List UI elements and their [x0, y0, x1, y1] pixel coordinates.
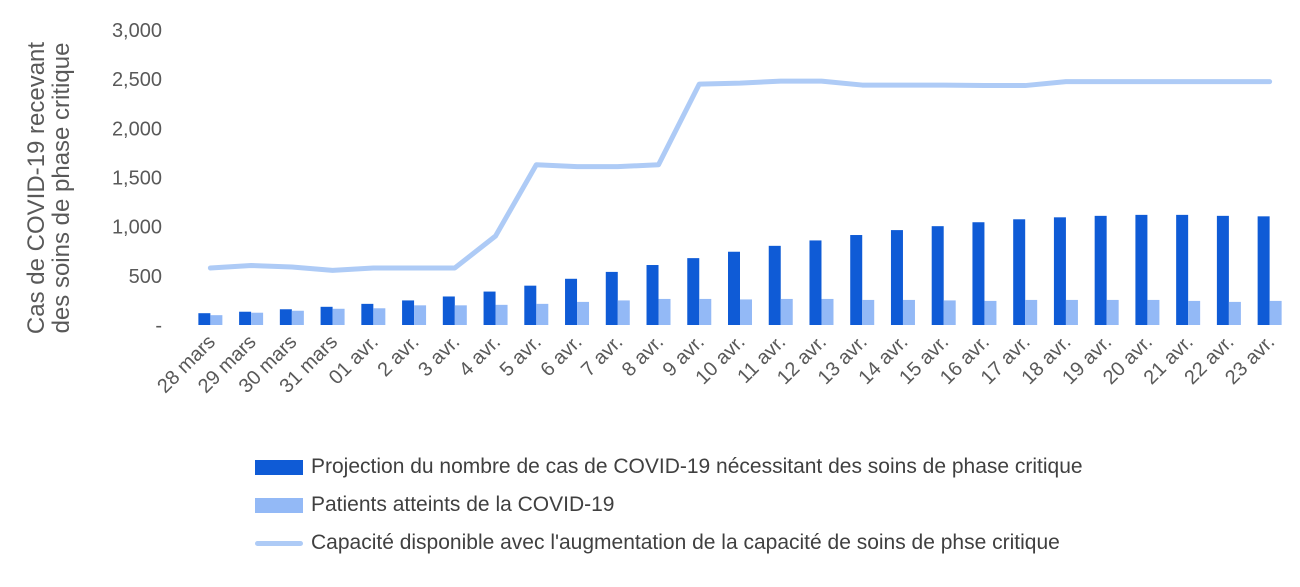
bar-projection	[361, 303, 374, 325]
bar-patients	[1188, 300, 1201, 325]
y-tick-label: 1,000	[112, 217, 162, 239]
bar-projection	[1135, 214, 1148, 325]
bar-patients	[373, 308, 386, 325]
x-tick-label: 4 avr.	[455, 331, 505, 381]
bar-patients	[740, 299, 752, 325]
bar-patients	[577, 301, 590, 325]
bar-projection	[483, 291, 496, 325]
capacity-line-group	[207, 78, 1273, 273]
legend: Projection du nombre de cas de COVID-19 …	[255, 448, 1083, 562]
bar-projection	[1257, 216, 1270, 325]
bar-projection	[809, 240, 822, 325]
bar-patients	[821, 298, 834, 325]
bar-patients	[332, 308, 345, 325]
x-tick-label: 5 avr.	[496, 331, 546, 381]
y-axis-ticks: - 500 1,000 1,500 2,000 2,500 3,000	[112, 20, 162, 337]
y-tick-label: 500	[129, 266, 162, 288]
bar-patients	[291, 310, 304, 325]
bar-projection	[442, 296, 455, 325]
bar-projection	[279, 309, 292, 325]
bar-projection	[931, 226, 944, 325]
bar-patients	[699, 298, 712, 325]
bar-projection	[890, 230, 903, 325]
x-tick-label: 3 avr.	[414, 331, 464, 381]
bar-projection	[728, 251, 740, 325]
bar-patients	[414, 305, 427, 325]
y-tick-label: 3,000	[112, 20, 162, 42]
bar-projection	[646, 265, 659, 325]
y-tick-label: 2,000	[112, 118, 162, 140]
bar-patients	[1025, 299, 1038, 325]
bar-patients	[902, 299, 915, 325]
y-tick-label: 1,500	[112, 168, 162, 190]
bars	[198, 214, 1282, 325]
bar-projection	[1216, 215, 1229, 325]
y-axis-title-line2: des soins de phase critique	[48, 43, 75, 334]
bar-patients	[495, 304, 508, 325]
x-tick-label: 2 avr.	[373, 331, 423, 381]
bar-projection	[768, 245, 781, 325]
bar-patients	[943, 300, 956, 325]
capacity-line	[207, 78, 1273, 273]
chart: Cas de COVID-19 recevant des soins de ph…	[23, 20, 1282, 398]
y-axis-title-line1: Cas de COVID-19 recevant	[23, 42, 50, 334]
bar-patients	[617, 300, 630, 325]
bar-patients	[1147, 299, 1160, 325]
bar-projection	[687, 258, 700, 325]
y-axis-title: Cas de COVID-19 recevant des soins de ph…	[23, 42, 75, 334]
x-tick-label: 7 avr.	[577, 331, 627, 381]
legend-swatch-projection	[255, 459, 303, 475]
bar-projection	[198, 313, 211, 325]
bar-projection	[1013, 219, 1026, 325]
bar-patients	[1065, 299, 1078, 325]
bar-patients	[536, 303, 549, 325]
bar-patients	[658, 298, 671, 325]
bar-patients	[1228, 301, 1241, 325]
legend-swatch-patients	[255, 497, 303, 513]
legend-label-capacity: Capacité disponible avec l'augmentation …	[311, 531, 1060, 554]
bar-patients	[251, 312, 264, 325]
bar-projection	[605, 271, 618, 325]
y-tick-label: 2,500	[112, 69, 162, 91]
bar-projection	[1053, 217, 1066, 325]
bar-projection	[1094, 215, 1107, 325]
legend-item-capacity: Capacité disponible avec l'augmentation …	[255, 524, 1083, 562]
bar-projection	[524, 285, 537, 325]
bar-patients	[210, 315, 223, 325]
bar-projection	[565, 278, 578, 325]
bar-patients	[984, 300, 997, 325]
bar-patients	[780, 298, 793, 325]
legend-swatch-capacity	[255, 540, 303, 546]
legend-label-patients: Patients atteints de la COVID-19	[311, 493, 615, 516]
bar-patients	[1106, 299, 1119, 325]
bar-projection	[1176, 214, 1189, 325]
legend-item-patients: Patients atteints de la COVID-19	[255, 486, 1083, 524]
bar-patients	[862, 299, 875, 325]
bar-patients	[454, 305, 467, 325]
legend-label-projection: Projection du nombre de cas de COVID-19 …	[311, 455, 1083, 478]
y-tick-label: -	[155, 315, 162, 337]
bar-projection	[402, 300, 415, 325]
bar-projection	[850, 235, 863, 325]
x-tick-label: 8 avr.	[618, 331, 668, 381]
bar-patients	[1269, 300, 1282, 325]
legend-item-projection: Projection du nombre de cas de COVID-19 …	[255, 448, 1083, 486]
bar-projection	[320, 306, 333, 325]
x-tick-label: 6 avr.	[536, 331, 586, 381]
bar-projection	[239, 311, 252, 325]
bar-projection	[972, 222, 985, 325]
